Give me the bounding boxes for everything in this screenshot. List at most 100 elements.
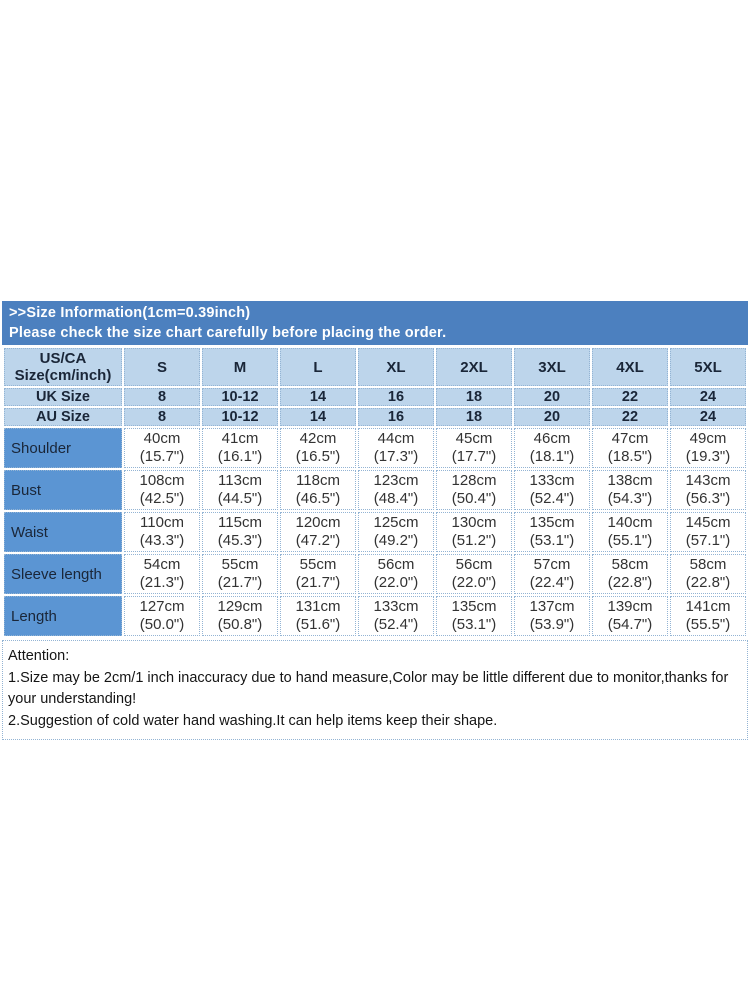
measurement-cell: 118cm (46.5") bbox=[280, 470, 356, 510]
measurement-cm: 57cm bbox=[533, 556, 571, 573]
measurement-cm: 139cm bbox=[607, 598, 653, 615]
measurement-inch: (50.4") bbox=[451, 490, 497, 507]
measurement-inch: (21.7") bbox=[295, 574, 341, 591]
measurement-cell: 127cm (50.0") bbox=[124, 596, 200, 636]
measurement-inch: (48.4") bbox=[373, 490, 419, 507]
measurement-cell: 56cm (22.0") bbox=[436, 554, 512, 594]
measurement-cell: 141cm (55.5") bbox=[670, 596, 746, 636]
size-col-header-l: L bbox=[280, 348, 356, 386]
measurement-inch: (18.5") bbox=[607, 448, 653, 465]
measurement-cm: 56cm bbox=[377, 556, 415, 573]
measurement-inch: (55.5") bbox=[685, 616, 731, 633]
size-header-row: US/CA Size(cm/inch) S M L XL 2XL 3XL 4XL 5XL bbox=[4, 348, 746, 386]
au-size-value: 16 bbox=[358, 408, 434, 426]
measurement-cm: 137cm bbox=[529, 598, 575, 615]
measurement-cm: 145cm bbox=[685, 514, 731, 531]
measurement-cm: 46cm bbox=[533, 430, 571, 447]
measurement-cm: 133cm bbox=[529, 472, 575, 489]
size-chart-table-body: US/CA Size(cm/inch) S M L XL 2XL 3XL 4XL 5XL UK Si… bbox=[4, 348, 746, 636]
measurement-cm: 135cm bbox=[529, 514, 575, 531]
measurement-cm: 40cm bbox=[143, 430, 181, 447]
uk-size-value: 8 bbox=[124, 388, 200, 406]
measurement-inch: (55.1") bbox=[607, 532, 653, 549]
au-size-value: 14 bbox=[280, 408, 356, 426]
uk-size-value: 20 bbox=[514, 388, 590, 406]
measurement-cm: 120cm bbox=[295, 514, 341, 531]
measurement-cell: 54cm (21.3") bbox=[124, 554, 200, 594]
measurement-cm: 141cm bbox=[685, 598, 731, 615]
measurement-inch: (52.4") bbox=[529, 490, 575, 507]
measurement-inch: (19.3") bbox=[685, 448, 731, 465]
measurement-inch: (50.0") bbox=[139, 616, 185, 633]
measurement-inch: (42.5") bbox=[139, 490, 185, 507]
measurement-cell: 55cm (21.7") bbox=[202, 554, 278, 594]
size-col-header-xl: XL bbox=[358, 348, 434, 386]
size-col-header-m: M bbox=[202, 348, 278, 386]
au-size-value: 10-12 bbox=[202, 408, 278, 426]
measurement-cell: 125cm (49.2") bbox=[358, 512, 434, 552]
measurement-cell: 133cm (52.4") bbox=[358, 596, 434, 636]
measurement-inch: (47.2") bbox=[295, 532, 341, 549]
attention-title: Attention: bbox=[8, 648, 70, 664]
attention-note-1: 1.Size may be 2cm/1 inch inaccuracy due … bbox=[8, 669, 729, 708]
measurement-cell: 57cm (22.4") bbox=[514, 554, 590, 594]
measurement-cm: 44cm bbox=[377, 430, 415, 447]
measurement-cell: 41cm (16.1") bbox=[202, 428, 278, 468]
measurement-cell: 56cm (22.0") bbox=[358, 554, 434, 594]
measurement-inch: (16.1") bbox=[217, 448, 263, 465]
measurement-cell: 135cm (53.1") bbox=[436, 596, 512, 636]
uk-size-value: 24 bbox=[670, 388, 746, 406]
measurement-cm: 49cm bbox=[689, 430, 727, 447]
measurement-inch: (53.9") bbox=[529, 616, 575, 633]
measurement-cell: 128cm (50.4") bbox=[436, 470, 512, 510]
measurement-inch: (18.1") bbox=[529, 448, 575, 465]
au-size-value: 20 bbox=[514, 408, 590, 426]
measurement-inch: (53.1") bbox=[529, 532, 575, 549]
measurement-cell: 108cm (42.5") bbox=[124, 470, 200, 510]
banner-title: >>Size Information(1cm=0.39inch) bbox=[9, 305, 251, 321]
measurement-inch: (54.7") bbox=[607, 616, 653, 633]
row-label-waist: Waist bbox=[4, 512, 122, 552]
measurement-cell: 143cm (56.3") bbox=[670, 470, 746, 510]
measurement-cm: 113cm bbox=[218, 472, 262, 489]
uk-size-value: 14 bbox=[280, 388, 356, 406]
measurement-inch: (49.2") bbox=[373, 532, 419, 549]
measurement-cm: 140cm bbox=[607, 514, 653, 531]
measurement-inch: (46.5") bbox=[295, 490, 341, 507]
measurement-cm: 108cm bbox=[139, 472, 185, 489]
measurement-inch: (50.8") bbox=[217, 616, 263, 633]
measurement-cm: 138cm bbox=[607, 472, 653, 489]
banner-subtitle: Please check the size chart carefully be… bbox=[9, 325, 447, 341]
measurement-cm: 129cm bbox=[217, 598, 263, 615]
measurement-cell: 131cm (51.6") bbox=[280, 596, 356, 636]
measurement-cm: 118cm bbox=[296, 472, 340, 489]
measurement-cm: 125cm bbox=[373, 514, 419, 531]
measurement-cell: 49cm (19.3") bbox=[670, 428, 746, 468]
measurement-cm: 128cm bbox=[451, 472, 497, 489]
corner-header-line2: Size(cm/inch) bbox=[14, 367, 112, 384]
measurement-cell: 44cm (17.3") bbox=[358, 428, 434, 468]
measurement-cm: 45cm bbox=[455, 430, 493, 447]
measurement-cm: 42cm bbox=[299, 430, 337, 447]
size-chart-table: US/CA Size(cm/inch) S M L XL 2XL 3XL 4XL 5XL UK Si… bbox=[2, 346, 748, 638]
measurement-inch: (44.5") bbox=[217, 490, 263, 507]
corner-header-cell: US/CA Size(cm/inch) bbox=[4, 348, 122, 386]
row-label-length: Length bbox=[4, 596, 122, 636]
measurement-cell: 138cm (54.3") bbox=[592, 470, 668, 510]
measurement-inch: (53.1") bbox=[451, 616, 497, 633]
measurement-row: Length 127cm (50.0") 129cm (50.8") 131cm (51.6… bbox=[4, 596, 746, 636]
au-size-label: AU Size bbox=[4, 408, 122, 426]
measurement-cell: 55cm (21.7") bbox=[280, 554, 356, 594]
measurement-cm: 123cm bbox=[373, 472, 419, 489]
measurement-inch: (15.7") bbox=[139, 448, 185, 465]
measurement-cell: 47cm (18.5") bbox=[592, 428, 668, 468]
measurement-cm: 110cm bbox=[140, 514, 184, 531]
measurement-cell: 135cm (53.1") bbox=[514, 512, 590, 552]
uk-size-row: UK Size 8 10-12 14 16 18 20 22 24 bbox=[4, 388, 746, 406]
row-label-sleeve-length: Sleeve length bbox=[4, 554, 122, 594]
measurement-cm: 133cm bbox=[373, 598, 419, 615]
size-col-header-s: S bbox=[124, 348, 200, 386]
size-col-header-2xl: 2XL bbox=[436, 348, 512, 386]
measurement-row: Shoulder 40cm (15.7") 41cm (16.1") 42cm (16.5"… bbox=[4, 428, 746, 468]
